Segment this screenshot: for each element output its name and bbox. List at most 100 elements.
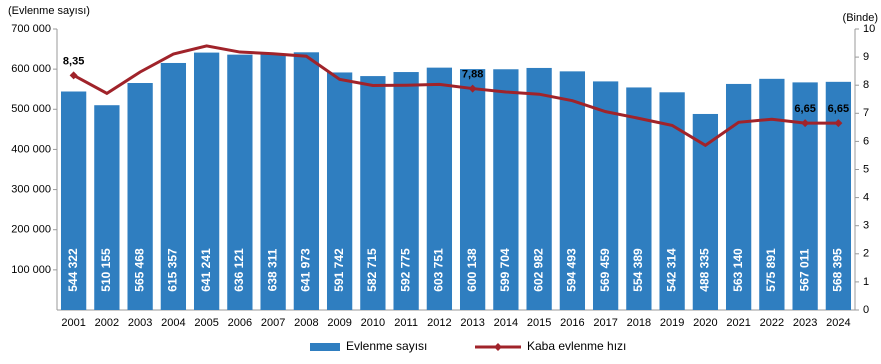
bar-value-label: 636 121 — [232, 248, 246, 292]
bar-value-label: 599 704 — [498, 248, 512, 292]
bar — [160, 62, 187, 310]
x-tick-label: 2003 — [128, 317, 152, 329]
x-tick-label: 2019 — [660, 317, 684, 329]
bar — [493, 69, 519, 310]
bar-value-label: 567 011 — [797, 248, 811, 291]
bar-value-label: 615 357 — [166, 248, 180, 292]
line-marker — [468, 84, 477, 93]
y-tick-label: 300 000 — [11, 183, 51, 195]
x-tick-label: 2012 — [427, 317, 451, 329]
bar-value-label: 641 241 — [199, 248, 213, 292]
bar — [193, 52, 220, 311]
y2-tick-label: 9 — [863, 51, 869, 63]
y-tick-label: 400 000 — [11, 143, 51, 155]
x-tick-label: 2007 — [261, 317, 285, 329]
line-value-label: 6,65 — [828, 103, 849, 115]
y2-tick-label: 0 — [863, 304, 869, 316]
x-tick-label: 2016 — [560, 317, 584, 329]
bar-value-label: 568 395 — [831, 248, 845, 292]
legend-marker — [494, 343, 502, 351]
bar — [759, 78, 785, 311]
bar-value-label: 510 155 — [99, 248, 113, 292]
line-value-label: 8,35 — [63, 55, 84, 67]
y-tick-label: 700 000 — [11, 23, 51, 35]
bar — [127, 83, 153, 310]
x-tick-label: 2022 — [760, 317, 784, 329]
bar — [626, 87, 652, 310]
bar — [326, 72, 353, 310]
legend-label: Evlenme sayısı — [346, 339, 427, 353]
y2-tick-label: 4 — [863, 192, 869, 204]
bar-value-label: 544 322 — [66, 248, 80, 292]
legend-swatch — [310, 343, 340, 351]
x-tick-label: 2002 — [95, 317, 119, 329]
x-tick-label: 2009 — [327, 317, 351, 329]
y2-tick-label: 7 — [863, 107, 869, 119]
bar-value-label: 602 982 — [531, 248, 545, 292]
x-tick-label: 2013 — [460, 317, 484, 329]
bar — [459, 69, 486, 310]
y-tick-label: 200 000 — [11, 224, 51, 236]
x-tick-label: 2014 — [494, 317, 518, 329]
y2-tick-label: 8 — [863, 79, 869, 91]
y2-tick-label: 1 — [863, 276, 869, 288]
bar — [360, 76, 386, 311]
bar-value-label: 488 335 — [698, 248, 712, 292]
bar-value-label: 638 311 — [265, 248, 279, 291]
bar-value-label: 542 314 — [664, 248, 678, 292]
bar — [526, 67, 552, 310]
bar-value-label: 594 493 — [565, 248, 579, 292]
legend-label: Kaba evlenme hızı — [527, 339, 626, 353]
y-tick-label: 100 000 — [11, 264, 51, 276]
line — [72, 44, 839, 148]
x-tick-label: 2018 — [627, 317, 651, 329]
x-tick-label: 2010 — [361, 317, 385, 329]
x-tick-label: 2008 — [294, 317, 318, 329]
y2-tick-label: 6 — [863, 135, 869, 147]
bar-value-label: 582 715 — [365, 248, 379, 292]
bar — [559, 71, 586, 311]
y-tick-label: 500 000 — [11, 103, 51, 115]
line-marker — [69, 71, 78, 80]
y2-tick-label: 5 — [863, 163, 869, 175]
x-tick-label: 2024 — [826, 317, 850, 329]
bar-value-label: 603 751 — [432, 248, 446, 292]
x-tick-label: 2011 — [394, 317, 418, 329]
x-tick-label: 2015 — [527, 317, 551, 329]
bar — [94, 105, 120, 311]
y2-tick-label: 2 — [863, 248, 869, 260]
y-tick-label: 600 000 — [11, 63, 51, 75]
x-tick-label: 2005 — [194, 317, 218, 329]
bar — [260, 53, 286, 310]
x-tick-label: 2020 — [693, 317, 717, 329]
line-marker — [801, 119, 810, 128]
bar — [426, 67, 453, 310]
x-tick-label: 2023 — [793, 317, 817, 329]
bar — [393, 72, 419, 310]
y2-tick-label: 3 — [863, 220, 869, 232]
x-tick-label: 2004 — [161, 317, 185, 329]
bar — [227, 54, 253, 311]
bar-value-label: 554 389 — [631, 248, 645, 292]
bar-value-label: 569 459 — [598, 248, 612, 292]
y-axis-title: (Evlenme sayısı) — [8, 5, 90, 17]
line-value-label: 7,88 — [462, 68, 483, 80]
line-marker — [834, 119, 843, 128]
bar-value-label: 600 138 — [465, 248, 479, 292]
bar-value-label: 641 973 — [299, 248, 313, 292]
bar — [60, 91, 87, 311]
x-tick-label: 2021 — [726, 317, 750, 329]
bar-value-label: 592 775 — [398, 248, 412, 292]
y2-tick-label: 10 — [863, 23, 875, 35]
bar — [592, 81, 619, 310]
line-value-label: 6,65 — [794, 103, 815, 115]
bar-value-label: 565 468 — [132, 248, 146, 292]
bar-value-label: 575 891 — [764, 248, 778, 292]
x-tick-label: 2017 — [593, 317, 617, 329]
bar — [659, 92, 685, 310]
bar — [293, 52, 320, 310]
x-tick-label: 2001 — [61, 317, 85, 329]
y2-axis-title: (Binde) — [843, 12, 878, 24]
